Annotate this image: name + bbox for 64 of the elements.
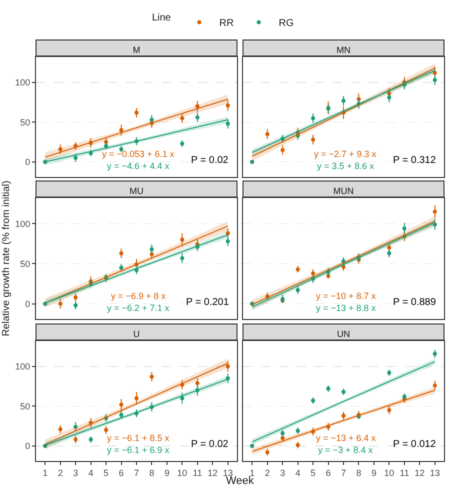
x-tick-label: 7 [134, 468, 140, 478]
legend-label: RG [278, 18, 294, 30]
annotation: y = −6.2 + 7.1 x [107, 303, 170, 313]
x-tick-label: 8 [356, 468, 362, 478]
y-tick-label: 0 [25, 441, 30, 452]
x-tick-label: 8 [149, 468, 154, 478]
annotation: y = −6.1 + 6.9 x [107, 445, 170, 455]
annotation: P = 0.02 [191, 439, 229, 450]
chart-title: M [132, 45, 140, 55]
annotation: y = −10 + 8.7 x [316, 291, 376, 301]
x-tick-label: 1 [250, 468, 255, 478]
x-tick-label: 12 [208, 468, 218, 478]
annotation: y = −13 + 6.4 x [316, 433, 376, 443]
x-tick-label: 6 [326, 468, 331, 478]
y-tick-label: 50 [20, 401, 30, 412]
x-tick-label: 13 [222, 468, 233, 478]
x-tick-label: 4 [88, 468, 94, 478]
annotation: y = −0.053 + 6.1 x [102, 149, 175, 159]
x-tick-label: 9 [371, 468, 376, 478]
legend-title: Line [152, 12, 172, 24]
annotation: P = 0.02 [191, 155, 229, 166]
legend-label: RR [219, 18, 234, 30]
annotation: P = 0.201 [186, 297, 230, 308]
x-tick-label: 12 [414, 468, 425, 478]
x-tick-label: 2 [58, 468, 63, 478]
x-tick-label: 3 [73, 468, 78, 478]
annotation: y = −2.7 + 9.3 x [314, 149, 377, 159]
x-tick-label: 5 [310, 468, 316, 478]
x-tick-label: 11 [400, 468, 410, 478]
y-tick-label: 0 [25, 157, 30, 168]
annotation: P = 0.012 [393, 439, 436, 450]
annotation: y = −13 + 8.8 x [316, 303, 376, 313]
annotation: P = 0.889 [393, 297, 436, 308]
chart-title: MUN [333, 186, 354, 196]
chart-title: UN [337, 329, 350, 339]
annotation: y = −6.9 + 8 x [111, 291, 166, 301]
x-tick-label: 10 [384, 468, 394, 478]
x-tick-label: 9 [164, 468, 170, 478]
chart-title: U [133, 329, 140, 339]
annotation: y = −3 + 8.4 x [318, 445, 374, 455]
y-axis-title: Relative growth rate (% from initial) [1, 180, 12, 336]
annotation: y = −4.6 + 4.4 x [107, 161, 170, 171]
x-tick-label: 7 [340, 468, 346, 478]
y-tick-label: 0 [25, 298, 30, 309]
y-tick-label: 100 [15, 218, 30, 229]
annotation: P = 0.312 [393, 155, 436, 166]
chart-title: MN [336, 45, 350, 55]
x-tick-label: 4 [295, 468, 300, 478]
x-tick-label: 1 [42, 468, 48, 478]
annotation: y = −6.1 + 8.5 x [107, 433, 170, 443]
x-axis-title: Week [226, 475, 254, 487]
y-tick-label: 100 [15, 362, 30, 372]
x-tick-label: 10 [177, 468, 188, 478]
chart-title: MU [130, 186, 144, 196]
x-tick-label: 6 [118, 468, 124, 478]
x-tick-label: 5 [104, 468, 109, 478]
y-tick-label: 100 [15, 78, 30, 88]
x-tick-label: 3 [280, 468, 286, 478]
annotation: y = 3.5 + 8.6 x [317, 161, 375, 171]
x-tick-label: 2 [264, 468, 270, 478]
y-tick-label: 50 [20, 258, 30, 269]
x-tick-label: 11 [192, 468, 202, 478]
y-tick-label: 50 [20, 117, 30, 128]
x-tick-label: 13 [430, 468, 440, 478]
